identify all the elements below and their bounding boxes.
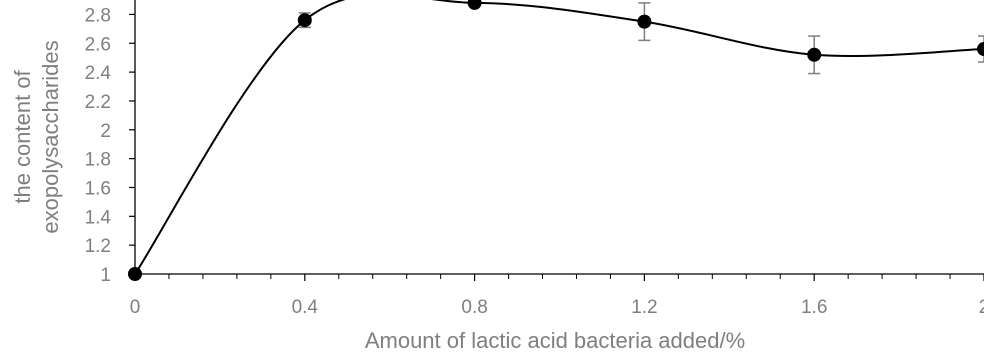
y-tick-label: 2.2	[85, 92, 111, 113]
y-tick-label: 2.8	[85, 5, 111, 26]
y-axis-title-line: the content of	[10, 69, 35, 203]
errorbar-layer	[298, 2, 984, 75]
data-point	[977, 42, 984, 57]
y-tick-label: 2	[100, 121, 111, 142]
x-axis-title: Amount of lactic acid bacteria added/%	[365, 328, 745, 353]
data-point	[128, 267, 142, 281]
x-tick-label: 0.4	[292, 297, 319, 318]
y-tick-label: 1.8	[85, 150, 111, 171]
curve-layer	[134, 0, 984, 275]
data-point	[297, 13, 312, 28]
x-tick-label: 2	[979, 297, 984, 318]
y-tick-label: 2.6	[85, 34, 111, 55]
y-tick-label: 1.2	[85, 236, 111, 257]
label-layer: 1 1.2 1.4 1.6 1.8 2 2.2 2.4 2.6 2.8 0 0.4 0.8 1.2 1.6 2…	[10, 5, 984, 353]
x-tick-label: 1.6	[801, 297, 827, 318]
x-tick-label: 0	[130, 297, 141, 318]
data-point	[807, 47, 822, 62]
y-tick-label: 1.6	[85, 178, 111, 199]
y-tick-label: 1	[100, 265, 111, 286]
series-line	[134, 0, 984, 275]
data-point	[637, 14, 652, 29]
axes-layer	[129, 0, 984, 281]
data-point	[467, 0, 482, 10]
y-axis-title-line: exopolysaccharides	[38, 40, 63, 233]
y-tick-label: 1.4	[85, 207, 112, 228]
x-tick-label: 1.2	[631, 297, 657, 318]
x-tick-label: 0.8	[461, 297, 487, 318]
marker-layer	[128, 0, 984, 281]
y-tick-label: 2.4	[85, 63, 112, 84]
